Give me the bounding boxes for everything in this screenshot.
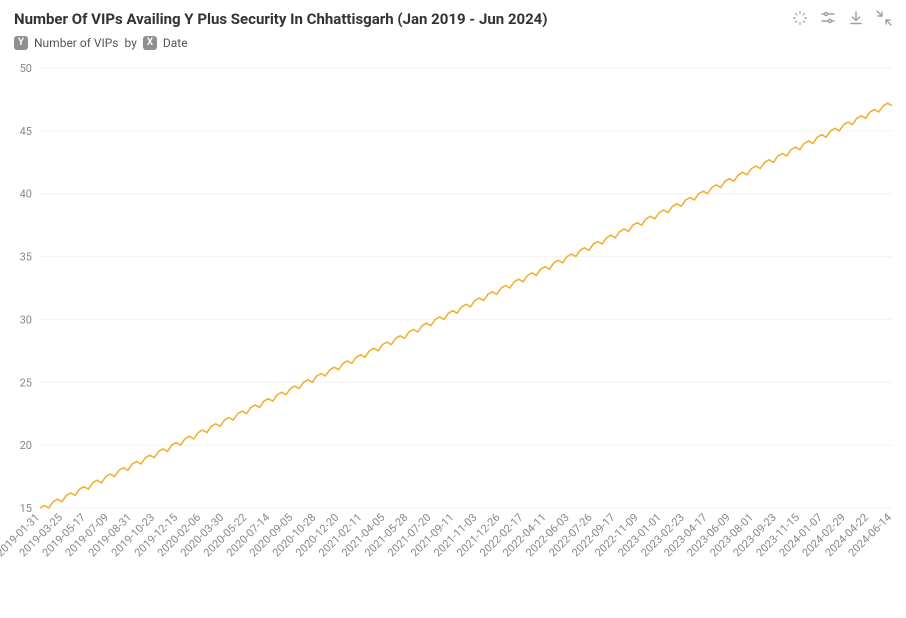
y-tick-label: 40 (20, 188, 32, 201)
line-chart-svg: 15 20 25 30 35 40 45 50 2019-01-312019-03-252019… (0, 60, 906, 608)
x-axis-badge: X (143, 36, 157, 50)
y-tick: 25 (20, 376, 892, 389)
y-tick: 50 (20, 62, 892, 75)
y-axis-badge: Y (14, 36, 28, 50)
chart-area: 15 20 25 30 35 40 45 50 2019-01-312019-03-252019… (0, 60, 906, 608)
download-icon[interactable] (848, 10, 864, 26)
x-axis-legend-label: Date (163, 36, 188, 50)
y-tick-label: 20 (20, 439, 32, 452)
y-grid: 15 20 25 30 35 40 45 50 (20, 62, 892, 515)
y-tick: 15 (20, 502, 892, 515)
y-tick: 40 (20, 188, 892, 201)
y-tick-label: 45 (20, 125, 32, 138)
y-tick-label: 25 (20, 376, 32, 389)
x-axis: 2019-01-312019-03-252019-05-172019-07-09… (0, 511, 894, 559)
chart-toolbar (792, 10, 892, 26)
y-tick-label: 50 (20, 62, 32, 75)
y-tick-label: 35 (20, 251, 32, 264)
y-tick: 45 (20, 125, 892, 138)
loading-icon[interactable] (792, 10, 808, 26)
legend-by-text: by (125, 36, 137, 50)
y-axis-legend-label: Number of VIPs (34, 36, 119, 50)
legend-row: Y Number of VIPs by X Date (0, 32, 906, 60)
y-tick: 35 (20, 251, 892, 264)
y-tick: 30 (20, 313, 892, 326)
collapse-icon[interactable] (876, 10, 892, 26)
y-tick-label: 30 (20, 313, 32, 326)
series-line (40, 103, 892, 508)
settings-icon[interactable] (820, 10, 836, 26)
y-tick: 20 (20, 439, 892, 452)
header-bar: Number Of VIPs Availing Y Plus Security … (0, 0, 906, 32)
chart-title: Number Of VIPs Availing Y Plus Security … (14, 10, 548, 28)
